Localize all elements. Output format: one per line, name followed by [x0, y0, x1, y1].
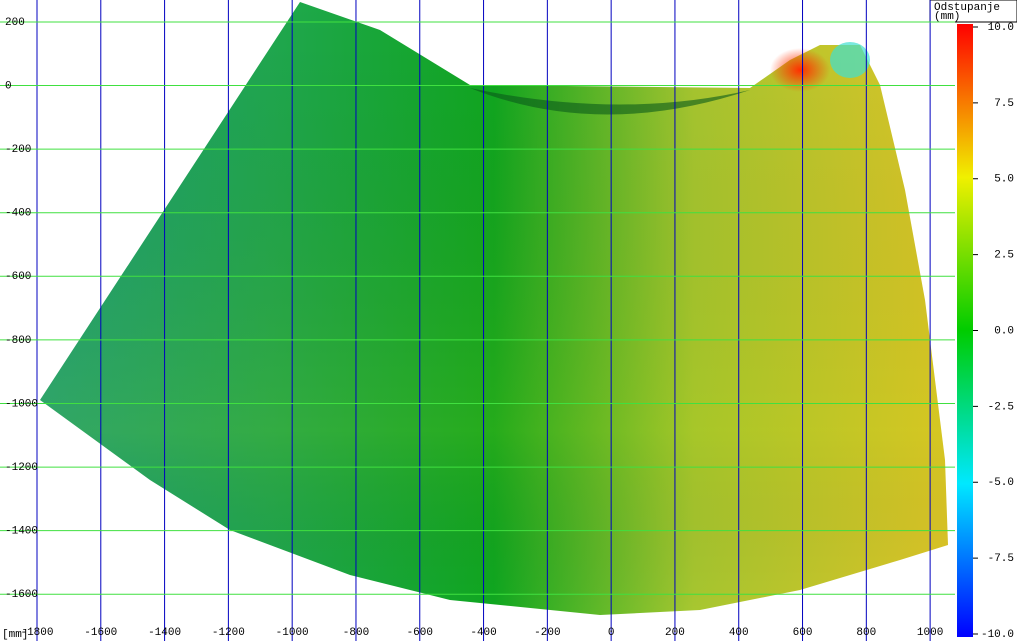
surface-cold	[830, 42, 870, 78]
x-tick-label: 0	[608, 627, 615, 639]
x-tick-label: -1800	[20, 627, 53, 639]
x-tick-label: -1000	[276, 627, 309, 639]
x-tick-label: 200	[665, 627, 685, 639]
x-tick-label: 800	[856, 627, 876, 639]
x-tick-label: -200	[534, 627, 560, 639]
colorbar-tick-label: -10.0	[981, 629, 1014, 641]
y-tick-label: -1400	[5, 526, 38, 538]
surface-dip	[470, 88, 750, 115]
y-tick-label: 0	[5, 80, 12, 92]
surface-shade	[40, 2, 948, 615]
colorbar-tick-label: 10.0	[988, 22, 1014, 34]
x-tick-label: -1400	[148, 627, 181, 639]
x-tick-label: -1600	[84, 627, 117, 639]
y-tick-label: -1600	[5, 589, 38, 601]
y-tick-label: -800	[5, 335, 31, 347]
colorbar	[957, 24, 973, 637]
colorbar-title: (mm)	[934, 11, 960, 23]
colorbar-tick-label: -5.0	[988, 477, 1014, 489]
surface	[40, 2, 948, 615]
x-tick-label: -800	[343, 627, 369, 639]
y-tick-label: -1200	[5, 462, 38, 474]
colorbar-tick-label: -7.5	[988, 553, 1014, 565]
colorbar-title: Odstupanje	[934, 2, 1000, 14]
colorbar-tick-label: -2.5	[988, 401, 1014, 413]
y-tick-label: 200	[5, 17, 25, 29]
y-tick-label: -600	[5, 271, 31, 283]
x-tick-label: 400	[729, 627, 749, 639]
colorbar-tick-label: 2.5	[994, 250, 1014, 262]
x-tick-label: -400	[470, 627, 496, 639]
y-tick-label: -200	[5, 144, 31, 156]
x-tick-label: 600	[793, 627, 813, 639]
x-tick-label: -600	[407, 627, 433, 639]
colorbar-tick-label: 0.0	[994, 325, 1014, 337]
x-tick-label: -1200	[212, 627, 245, 639]
x-axis-label: [mm]	[2, 629, 28, 641]
surface-hotspot	[770, 48, 830, 92]
y-tick-label: -1000	[5, 398, 38, 410]
colorbar-tick-label: 7.5	[994, 98, 1014, 110]
colorbar-tick-label: 5.0	[994, 174, 1014, 186]
x-tick-label: 1000	[917, 627, 943, 639]
y-tick-label: -400	[5, 208, 31, 220]
